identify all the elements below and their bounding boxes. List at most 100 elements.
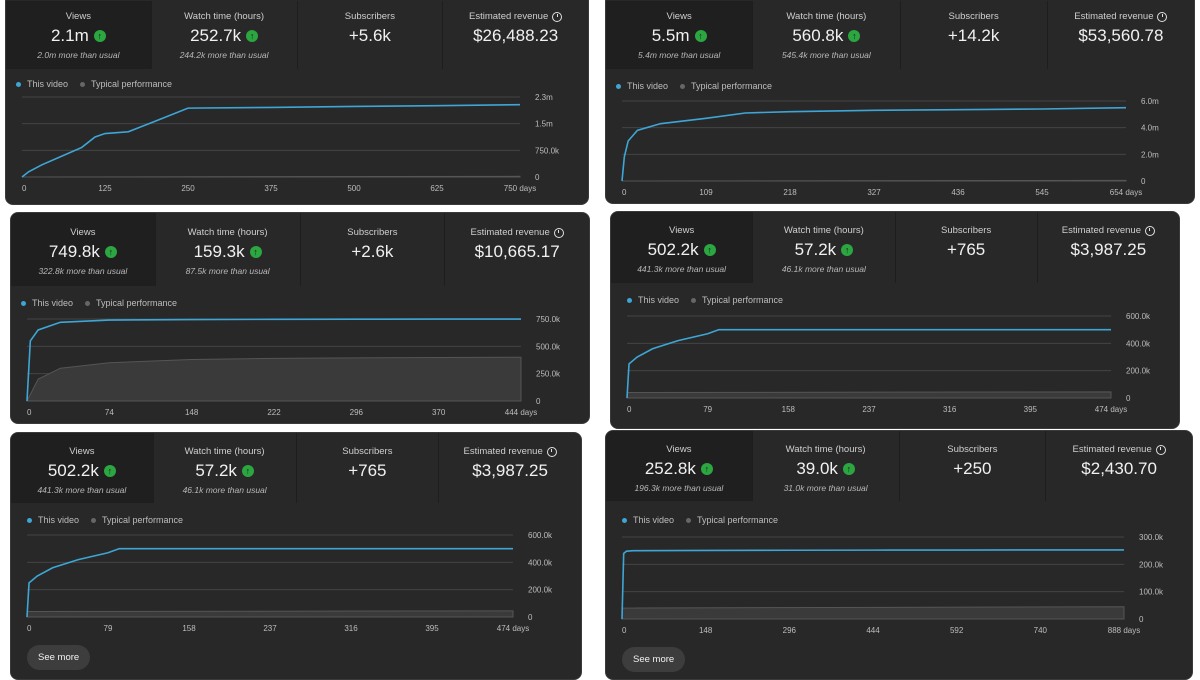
metric-revenue[interactable]: Estimated revenue $2,430.70 (1046, 431, 1192, 501)
this-video-line (621, 106, 1127, 182)
metric-revenue[interactable]: Estimated revenue $3,987.25 (439, 433, 581, 503)
clock-icon (1144, 225, 1155, 236)
clock-icon (546, 446, 557, 457)
metric-subscribers[interactable]: Subscribers +765 (896, 212, 1038, 283)
legend-this-video: This video (32, 298, 74, 308)
x-tick-label: 222 (267, 408, 281, 417)
metric-label: Watch time (hours) (785, 444, 866, 455)
metric-label: Subscribers (941, 225, 992, 236)
metric-comparison: 46.1k more than usual (182, 485, 267, 495)
metric-label: Subscribers (344, 11, 395, 22)
metric-views[interactable]: Views 502.2k ↑ 441.3k more than usual (11, 433, 154, 503)
metric-watch-time[interactable]: Watch time (hours) 57.2k ↑ 46.1k more tha… (154, 433, 297, 503)
legend-dot-icon (16, 81, 21, 87)
metric-value: $3,987.25 (1070, 240, 1147, 259)
metric-label: Watch time (hours) (783, 225, 864, 236)
see-more-button[interactable]: See more (622, 647, 686, 672)
views-chart: 600.0k 400.0k 200.0k 0 0 79 158 237 316 395 474 da… (626, 312, 1151, 414)
metric-comparison: 46.1k more than usual (781, 264, 866, 274)
x-tick-label: 109 (699, 188, 713, 197)
y-tick-label: 2.0m (1141, 150, 1159, 159)
metric-views[interactable]: Views 749.8k ↑ 322.8k more than usual (11, 213, 156, 286)
metric-views[interactable]: Views 502.2k ↑ 441.3k more than usual (611, 212, 754, 283)
metric-views[interactable]: Views 5.5m ↑ 5.4m more than usual (606, 1, 754, 69)
metric-label: Subscribers (347, 227, 398, 238)
metric-comparison: 87.5k more than usual (185, 266, 270, 276)
chart-legend: This video Typical performance (622, 515, 778, 525)
metric-label: Estimated revenue (1074, 11, 1154, 22)
x-tick-label: 436 (951, 188, 965, 197)
metric-value: 252.8k (644, 459, 696, 478)
metrics-row: Views 2.1m ↑ 2.0m more than usual Watch t… (6, 1, 588, 69)
metric-label: Estimated revenue (463, 446, 543, 457)
analytics-panel: Views 5.5m ↑ 5.4m more than usual Watch t… (605, 0, 1195, 204)
metric-label: Estimated revenue (470, 227, 550, 238)
y-tick-label: 500.0k (536, 342, 561, 351)
analytics-panel: Views 749.8k ↑ 322.8k more than usual Wat… (10, 212, 590, 424)
analytics-panel: Views 2.1m ↑ 2.0m more than usual Watch t… (5, 0, 589, 205)
metric-label: Views (666, 11, 692, 22)
legend-dot-icon (680, 83, 686, 89)
y-tick-label: 200.0k (1126, 367, 1151, 376)
legend-dot-icon (91, 517, 97, 523)
see-more-button[interactable]: See more (27, 645, 91, 670)
legend-typical: Typical performance (91, 79, 173, 89)
legend-this-video: This video (27, 79, 69, 89)
metrics-row: Views 252.8k ↑ 196.3k more than usual Wat… (606, 431, 1192, 501)
chart-legend: This video Typical performance (16, 79, 172, 89)
analytics-panel: Views 252.8k ↑ 196.3k more than usual Wat… (605, 430, 1193, 680)
metric-subscribers[interactable]: Subscribers +765 (297, 433, 440, 503)
x-tick-label: 592 (950, 626, 964, 635)
legend-dot-icon (80, 81, 86, 87)
clock-icon (1157, 11, 1168, 22)
metric-subscribers[interactable]: Subscribers +14.2k (901, 1, 1048, 69)
metric-comparison: 545.4k more than usual (781, 50, 871, 60)
y-tick-label: 0 (535, 173, 540, 182)
y-tick-label: 750.0k (536, 315, 561, 324)
x-tick-label: 444 days (505, 408, 537, 417)
metric-views[interactable]: Views 2.1m ↑ 2.0m more than usual (6, 1, 152, 69)
metric-subscribers[interactable]: Subscribers +5.6k (298, 1, 444, 69)
metric-comparison: 196.3k more than usual (634, 483, 724, 493)
y-tick-label: 250.0k (536, 370, 561, 379)
x-tick-label: 237 (862, 405, 876, 414)
metric-watch-time[interactable]: Watch time (hours) 57.2k ↑ 46.1k more tha… (753, 212, 896, 283)
x-tick-label: 474 days (1095, 405, 1127, 414)
metrics-row: Views 749.8k ↑ 322.8k more than usual Wat… (11, 213, 589, 286)
y-tick-label: 600.0k (1126, 312, 1151, 321)
metric-value: 5.5m (651, 26, 690, 45)
metric-value: $53,560.78 (1078, 26, 1164, 45)
x-tick-label: 158 (782, 405, 796, 414)
metric-revenue[interactable]: Estimated revenue $26,488.23 (443, 1, 588, 69)
legend-dot-icon (85, 300, 91, 306)
chart-legend: This video Typical performance (627, 295, 783, 305)
metric-comparison: 441.3k more than usual (37, 485, 127, 495)
metric-revenue[interactable]: Estimated revenue $10,665.17 (445, 213, 589, 286)
legend-dot-icon (686, 517, 692, 523)
metric-revenue[interactable]: Estimated revenue $3,987.25 (1038, 212, 1179, 283)
x-tick-label: 0 (627, 405, 632, 414)
metric-watch-time[interactable]: Watch time (hours) 252.7k ↑ 244.2k more t… (152, 1, 298, 69)
metric-value: $2,430.70 (1081, 459, 1157, 478)
typical-performance-area (26, 610, 514, 618)
x-tick-label: 250 (181, 184, 195, 193)
arrow-up-icon: ↑ (700, 463, 713, 475)
metric-watch-time[interactable]: Watch time (hours) 39.0k ↑ 31.0k more tha… (753, 431, 900, 501)
metric-views[interactable]: Views 252.8k ↑ 196.3k more than usual (606, 431, 753, 501)
metric-subscribers[interactable]: Subscribers +250 (900, 431, 1047, 501)
y-tick-label: 200.0k (528, 586, 553, 595)
legend-this-video: This video (38, 515, 80, 525)
metric-watch-time[interactable]: Watch time (hours) 159.3k ↑ 87.5k more th… (156, 213, 301, 286)
metric-label: Views (666, 444, 692, 455)
y-tick-label: 0 (1139, 615, 1144, 624)
metric-label: Watch time (hours) (184, 446, 265, 457)
this-video-line (621, 549, 1125, 620)
metric-label: Views (69, 446, 95, 457)
x-tick-label: 296 (783, 626, 797, 635)
metric-revenue[interactable]: Estimated revenue $53,560.78 (1048, 1, 1194, 69)
metric-label: Subscribers (947, 444, 998, 455)
metric-subscribers[interactable]: Subscribers +2.6k (301, 213, 446, 286)
x-tick-label: 316 (344, 624, 358, 633)
x-tick-label: 474 days (497, 624, 529, 633)
metric-watch-time[interactable]: Watch time (hours) 560.8k ↑ 545.4k more t… (753, 1, 901, 69)
